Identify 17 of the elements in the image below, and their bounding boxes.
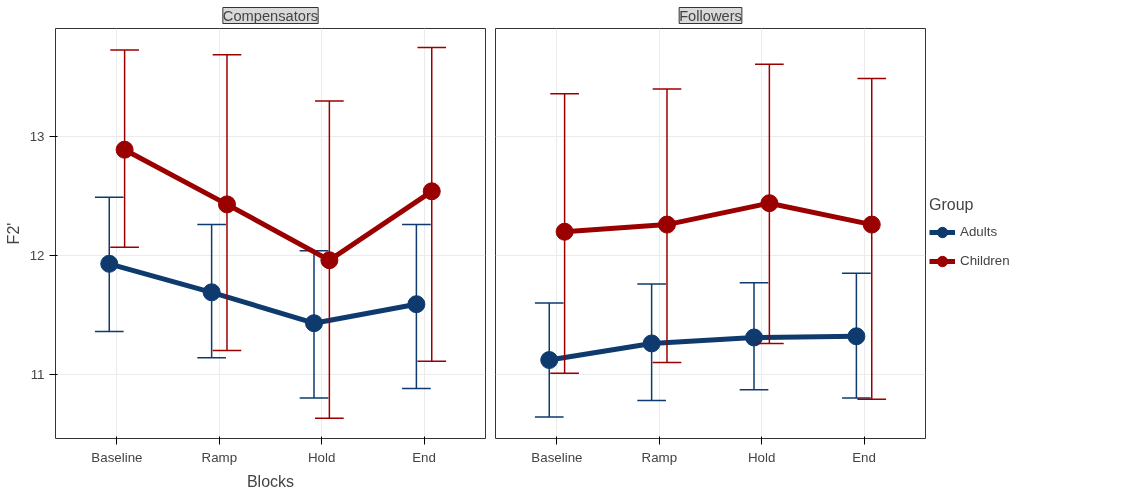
- x-axis-title: Blocks: [246, 472, 295, 490]
- x-tick-label: Baseline: [91, 449, 143, 465]
- y-axis-title: F2': [4, 222, 22, 245]
- x-tick-label: End: [852, 449, 876, 465]
- x-tick-label: Hold: [307, 449, 336, 465]
- y-tick-label: 12: [29, 247, 45, 263]
- y-tick-label: 11: [30, 366, 45, 382]
- x-tick-label: Baseline: [531, 449, 583, 465]
- legend-label: Children: [960, 253, 1010, 268]
- legend-label: Adults: [960, 224, 998, 239]
- x-tick-label: Hold: [747, 449, 776, 465]
- legend-title: Group: [929, 195, 975, 214]
- x-tick-label: Ramp: [201, 449, 238, 465]
- x-tick-label: End: [412, 449, 436, 465]
- y-tick-label: 13: [29, 129, 45, 145]
- chart-title: Compensators: [222, 7, 319, 24]
- x-tick-label: Ramp: [641, 449, 678, 465]
